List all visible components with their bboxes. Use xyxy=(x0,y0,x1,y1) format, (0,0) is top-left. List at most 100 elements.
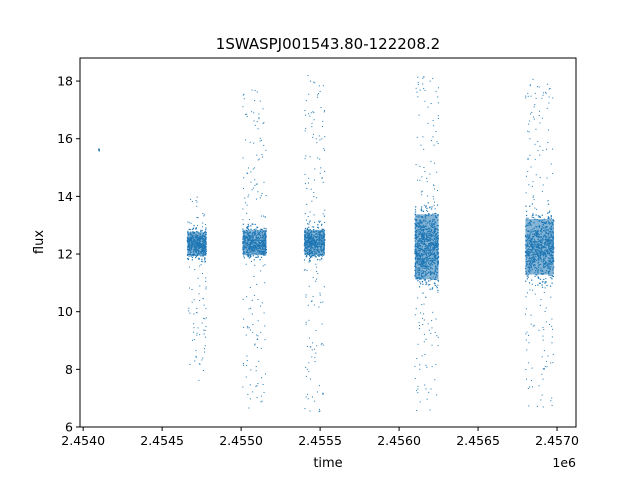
data-point xyxy=(541,214,543,216)
data-point xyxy=(305,237,307,239)
data-point xyxy=(321,177,323,179)
data-point xyxy=(532,254,534,256)
data-point xyxy=(253,239,256,241)
data-point xyxy=(314,248,316,250)
data-point xyxy=(542,378,544,380)
data-point xyxy=(550,227,552,229)
data-point xyxy=(436,242,438,244)
data-point xyxy=(547,212,549,214)
data-point xyxy=(201,272,203,274)
data-point xyxy=(420,239,422,242)
data-point xyxy=(540,221,543,223)
data-point xyxy=(425,258,428,261)
data-point xyxy=(244,244,246,246)
data-point xyxy=(243,98,245,100)
data-point xyxy=(189,234,191,236)
data-point xyxy=(414,240,416,242)
data-point xyxy=(419,264,421,266)
data-point xyxy=(434,265,437,267)
data-point xyxy=(527,252,529,254)
data-point xyxy=(550,250,553,252)
data-point xyxy=(548,263,551,265)
data-point xyxy=(322,236,324,238)
data-point xyxy=(550,234,552,236)
data-point xyxy=(541,97,543,99)
data-point xyxy=(419,179,421,181)
data-point xyxy=(432,276,434,278)
data-point xyxy=(418,272,420,274)
data-point xyxy=(431,208,433,210)
data-point xyxy=(247,173,249,175)
data-point xyxy=(313,250,315,252)
data-point xyxy=(205,308,207,310)
data-point xyxy=(437,336,439,338)
data-point xyxy=(248,238,250,240)
data-point xyxy=(539,122,541,124)
data-point xyxy=(534,244,536,246)
data-point xyxy=(539,215,541,217)
data-point xyxy=(250,171,252,173)
data-point xyxy=(430,224,432,227)
data-point xyxy=(541,286,544,288)
data-point xyxy=(529,84,531,86)
data-point xyxy=(530,380,532,382)
data-point xyxy=(543,263,545,266)
data-point xyxy=(305,294,307,296)
data-point xyxy=(537,229,539,231)
data-point xyxy=(311,252,313,254)
data-point xyxy=(538,235,540,238)
data-point xyxy=(423,88,425,90)
data-point xyxy=(251,234,253,237)
data-point xyxy=(254,184,256,186)
data-point xyxy=(248,236,250,239)
data-point xyxy=(427,252,429,254)
data-point xyxy=(525,97,527,99)
data-point xyxy=(415,243,417,245)
data-point xyxy=(422,283,424,285)
data-point xyxy=(307,242,309,244)
data-point xyxy=(544,228,546,230)
data-point xyxy=(533,222,535,224)
data-point xyxy=(541,373,543,375)
data-point xyxy=(417,269,420,271)
data-point xyxy=(196,308,198,310)
data-point xyxy=(246,236,248,238)
data-point xyxy=(246,229,248,231)
data-point xyxy=(419,401,421,403)
data-point xyxy=(421,176,423,178)
data-point xyxy=(531,185,533,187)
data-point xyxy=(527,388,529,390)
data-point xyxy=(430,243,432,245)
data-point xyxy=(425,283,427,286)
data-point xyxy=(304,229,306,231)
data-point xyxy=(525,175,527,177)
data-point xyxy=(310,236,313,239)
data-point xyxy=(243,246,245,248)
data-point xyxy=(430,273,432,275)
data-point xyxy=(190,240,192,242)
data-point xyxy=(548,247,550,249)
data-point xyxy=(204,240,206,242)
data-point xyxy=(534,92,536,94)
data-point xyxy=(313,248,315,250)
data-point xyxy=(197,277,199,279)
data-point xyxy=(418,233,420,235)
data-point xyxy=(257,234,259,236)
data-point xyxy=(528,131,530,133)
data-point xyxy=(257,254,259,256)
data-point xyxy=(255,242,257,244)
data-point xyxy=(418,262,421,264)
data-point xyxy=(538,251,540,253)
data-point xyxy=(422,317,424,319)
data-point xyxy=(307,245,309,247)
data-point xyxy=(539,154,541,156)
data-point xyxy=(262,254,265,256)
data-point xyxy=(542,94,544,96)
data-point xyxy=(548,273,550,275)
data-point xyxy=(433,247,435,249)
data-point xyxy=(416,409,418,411)
data-point xyxy=(307,393,309,395)
data-point xyxy=(261,253,263,255)
data-point xyxy=(315,240,317,243)
data-point xyxy=(429,228,431,230)
